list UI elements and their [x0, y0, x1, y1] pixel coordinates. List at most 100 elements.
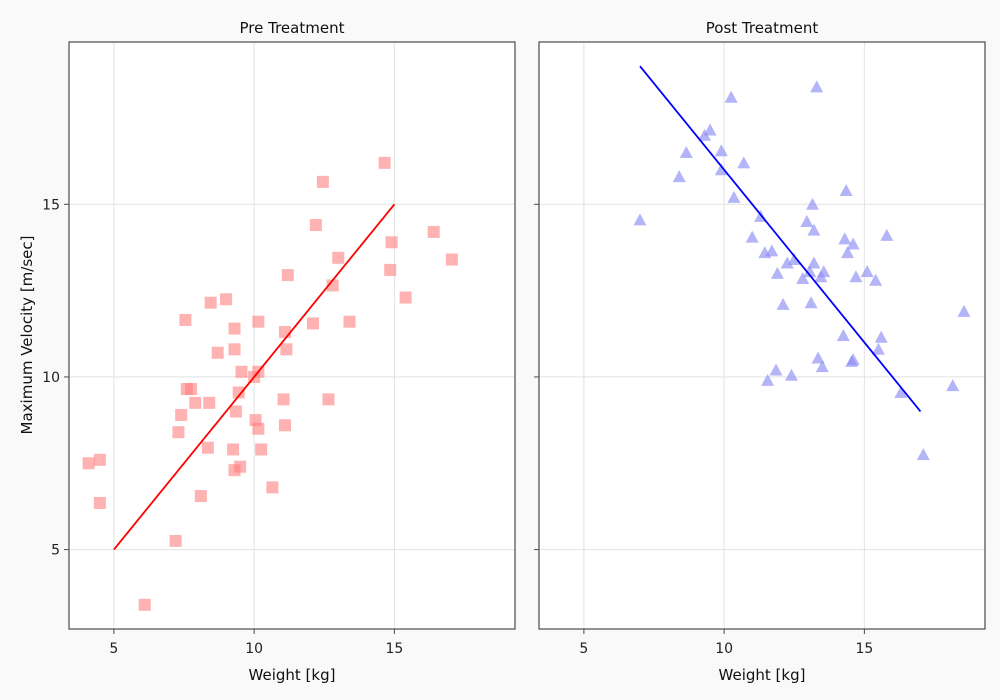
- data-point: [234, 460, 247, 473]
- data-point: [93, 496, 106, 509]
- data-point: [211, 346, 224, 359]
- data-point: [804, 296, 818, 309]
- data-point: [787, 253, 801, 266]
- data-point: [703, 123, 717, 136]
- data-point: [672, 170, 686, 183]
- plot-area: [69, 42, 515, 629]
- data-point: [839, 183, 853, 196]
- data-point: [175, 408, 188, 421]
- data-point: [770, 266, 784, 279]
- data-point: [957, 304, 971, 317]
- data-point: [803, 265, 817, 278]
- data-point: [194, 490, 207, 503]
- y-tick-label: 15: [42, 197, 60, 213]
- pre-treatment-panel: 5 10 15 5 10 15 Pre Treatment Weight [kg]: [42, 19, 516, 684]
- data-point: [235, 365, 248, 378]
- data-point: [326, 279, 339, 292]
- data-point: [322, 393, 335, 406]
- x-axis-label: Weight [kg]: [719, 666, 806, 684]
- data-point: [916, 448, 930, 461]
- data-point: [836, 329, 850, 341]
- data-point: [745, 230, 759, 243]
- plot-area: [539, 42, 985, 629]
- data-point: [399, 291, 412, 304]
- data-point: [445, 253, 458, 266]
- data-point: [138, 598, 151, 611]
- data-point: [229, 405, 242, 418]
- data-point: [776, 297, 790, 310]
- plot-frame: [538, 41, 986, 630]
- data-point: [255, 443, 268, 456]
- post-treatment-panel: 5 10 15 Post Treatment Weight [kg]: [534, 19, 986, 684]
- data-point: [860, 265, 874, 278]
- data-point: [228, 322, 241, 335]
- fit-line: [113, 203, 396, 551]
- data-point: [185, 383, 198, 396]
- data-point: [846, 237, 860, 250]
- y-tick-label: 10: [42, 370, 60, 386]
- x-tick-label: 5: [109, 641, 118, 657]
- data-point: [811, 351, 825, 364]
- data-point: [737, 156, 751, 169]
- data-point: [427, 225, 440, 238]
- data-point: [880, 228, 894, 241]
- data-point: [281, 269, 294, 282]
- data-point: [894, 385, 908, 398]
- data-point: [232, 386, 245, 399]
- x-tick-label: 15: [855, 641, 873, 657]
- data-point: [227, 443, 240, 456]
- x-tick-label: 10: [715, 641, 733, 657]
- data-point: [714, 163, 728, 176]
- y-tick-label: 5: [51, 543, 60, 559]
- data-point: [277, 393, 290, 406]
- data-point: [784, 368, 798, 381]
- data-point: [838, 232, 852, 245]
- data-point: [385, 236, 398, 249]
- data-point: [800, 215, 814, 228]
- data-point: [82, 457, 95, 470]
- data-point: [278, 326, 291, 339]
- data-point: [343, 315, 356, 328]
- data-point: [633, 213, 647, 226]
- data-point: [266, 481, 279, 494]
- data-point: [796, 272, 810, 285]
- data-point: [769, 363, 783, 376]
- data-point: [228, 343, 241, 356]
- data-point: [378, 156, 391, 169]
- data-point: [805, 197, 819, 210]
- panel-title: Post Treatment: [706, 19, 819, 37]
- data-point: [179, 313, 192, 326]
- data-point: [220, 293, 233, 306]
- data-point: [841, 246, 855, 259]
- data-point: [849, 270, 863, 283]
- fit-line: [639, 65, 922, 413]
- plot-frame: [68, 41, 516, 630]
- data-point: [810, 80, 824, 93]
- data-point: [815, 360, 829, 373]
- data-point: [203, 396, 216, 409]
- data-point: [874, 330, 888, 343]
- data-point: [727, 190, 741, 203]
- data-point: [807, 223, 821, 236]
- data-point: [765, 244, 779, 257]
- x-tick-label: 5: [579, 641, 588, 657]
- data-point: [307, 317, 320, 330]
- data-point: [169, 534, 182, 547]
- data-point: [332, 251, 345, 264]
- data-point: [780, 256, 794, 269]
- data-point: [846, 353, 860, 366]
- x-axis-label: Weight [kg]: [249, 666, 336, 684]
- data-point: [93, 453, 106, 466]
- data-point: [252, 315, 265, 328]
- panel-title: Pre Treatment: [240, 19, 345, 37]
- data-point: [807, 256, 821, 269]
- data-point: [946, 379, 960, 392]
- data-point: [384, 263, 397, 276]
- data-point: [172, 426, 185, 439]
- data-point: [871, 342, 885, 355]
- data-point: [309, 219, 322, 232]
- data-point: [316, 175, 329, 188]
- data-point: [761, 373, 775, 386]
- y-axis-label: Maximum Velocity [m/sec]: [18, 236, 36, 435]
- data-point: [252, 422, 265, 435]
